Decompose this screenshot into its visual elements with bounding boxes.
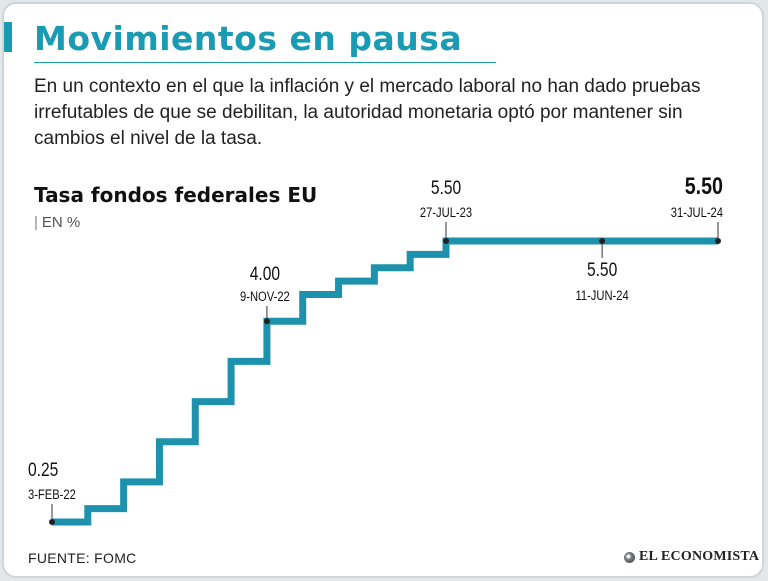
- annotation-value-nov22: 4.00: [250, 263, 280, 285]
- globe-icon: [624, 551, 635, 563]
- annotation-dot-jul24: [715, 238, 721, 244]
- page-title: Movimientos en pausa: [34, 19, 463, 58]
- annotation-value-jul24: 5.50: [685, 172, 723, 199]
- rate-step-chart: 0.25 3-FEB-22 4.00 9-NOV-22 5.50 27-JUL-23 5.5…: [28, 172, 723, 526]
- title-underline: [34, 62, 496, 63]
- annotation-dot-start: [49, 519, 55, 525]
- annotation-date-start: 3-FEB-22: [28, 487, 76, 502]
- chart-unit-label: | EN %: [34, 214, 80, 231]
- brand-name: EL ECONOMISTA: [639, 549, 760, 564]
- annotation-date-jul24: 31-JUL-24: [671, 205, 723, 220]
- annotation-date-jul23: 27-JUL-23: [420, 205, 472, 220]
- unit-text: EN %: [41, 214, 81, 231]
- annotation-dot-jul23: [443, 238, 449, 244]
- annotation-value-jul23: 5.50: [431, 177, 461, 199]
- rate-step-line: [52, 237, 718, 526]
- unit-separator: |: [34, 214, 38, 231]
- page-subtitle: En un contexto en el que la inflación y …: [34, 76, 701, 149]
- source-note: FUENTE: FOMC: [28, 550, 137, 566]
- annotation-value-start: 0.25: [28, 459, 58, 481]
- title-accent-bar: [4, 22, 12, 52]
- chart-title: Tasa fondos federales EU: [34, 183, 318, 207]
- annotation-value-jun24: 5.50: [587, 259, 617, 281]
- annotation-date-jun24: 11-JUN-24: [575, 288, 628, 303]
- annotation-dot-nov22: [263, 318, 270, 325]
- annotation-date-nov22: 9-NOV-22: [240, 289, 290, 304]
- annotation-dot-jun24: [599, 238, 606, 244]
- brand-logo: EL ECONOMISTA: [624, 549, 759, 565]
